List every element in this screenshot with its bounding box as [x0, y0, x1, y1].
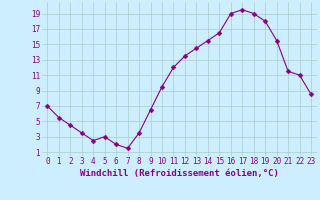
X-axis label: Windchill (Refroidissement éolien,°C): Windchill (Refroidissement éolien,°C): [80, 169, 279, 178]
